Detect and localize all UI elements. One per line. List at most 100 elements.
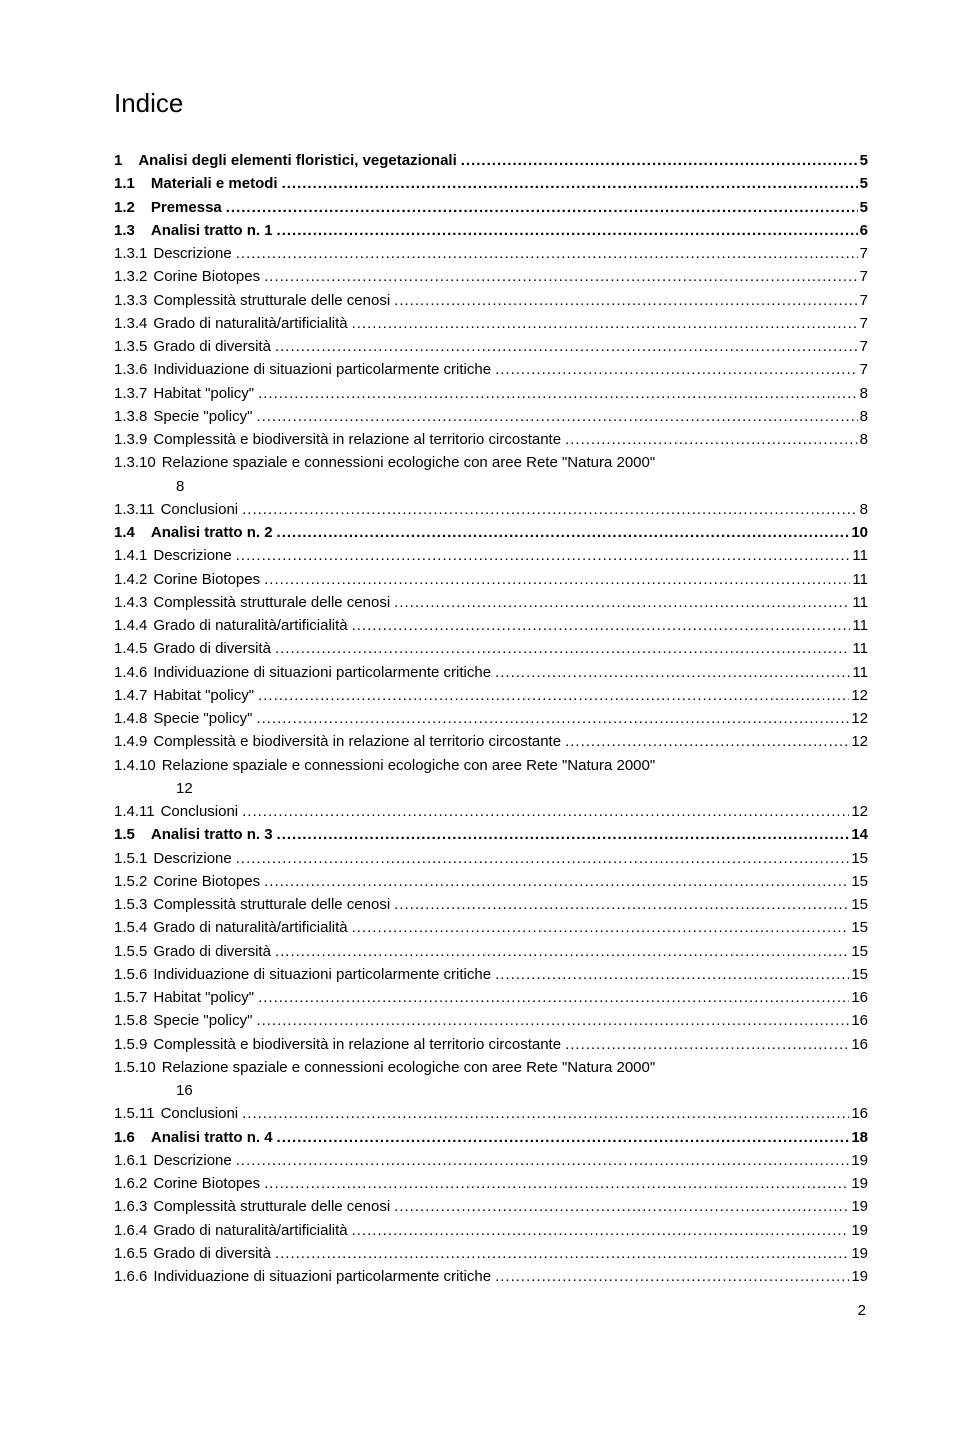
toc-entry-page: 7 (858, 335, 868, 358)
toc-entry[interactable]: 1.3.10Relazione spaziale e connessioni e… (114, 451, 868, 474)
toc-entry-label: Individuazione di situazioni particolarm… (147, 1265, 491, 1288)
toc-entry-number: 1.4.5 (114, 637, 147, 660)
toc-leader (252, 405, 857, 428)
toc-entry-number: 1.6.2 (114, 1172, 147, 1195)
toc-entry[interactable]: 1.4.7Habitat "policy"12 (114, 684, 868, 707)
toc-entry[interactable]: 1.6.5Grado di diversità19 (114, 1242, 868, 1265)
toc-entry-number: 1.3.10 (114, 451, 156, 474)
toc-entry[interactable]: 1.5.4Grado di naturalità/artificialità15 (114, 916, 868, 939)
toc-entry[interactable]: 1.4.11Conclusioni 12 (114, 800, 868, 823)
toc-entry[interactable]: 1.6Analisi tratto n. 418 (114, 1126, 868, 1149)
toc-entry[interactable]: 1.5.7Habitat "policy"16 (114, 986, 868, 1009)
toc-entry-page: 12 (849, 800, 868, 823)
toc-leader (254, 382, 858, 405)
toc-entry[interactable]: 1.3.8Specie "policy"8 (114, 405, 868, 428)
toc-entry[interactable]: 1.5.11Conclusioni16 (114, 1102, 868, 1125)
toc-entry[interactable]: 1.2Premessa5 (114, 196, 868, 219)
toc-leader (273, 219, 858, 242)
toc-entry-number: 1.3.9 (114, 428, 147, 451)
toc-entry[interactable]: 1.5.3Complessità strutturale delle cenos… (114, 893, 868, 916)
toc-entry-label: Conclusioni (155, 800, 239, 823)
toc-entry-label: Grado di diversità (147, 637, 271, 660)
toc-entry[interactable]: 1.6.6Individuazione di situazioni partic… (114, 1265, 868, 1288)
toc-entry[interactable]: 1.3.6Individuazione di situazioni partic… (114, 358, 868, 381)
toc-entry-label: Analisi tratto n. 2 (135, 521, 273, 544)
toc-entry[interactable]: 1.6.2Corine Biotopes19 (114, 1172, 868, 1195)
toc-entry[interactable]: 1.4.5Grado di diversità11 (114, 637, 868, 660)
toc-entry-number: 1.6.4 (114, 1219, 147, 1242)
toc-entry-number: 1.5.3 (114, 893, 147, 916)
toc-entry-label: Analisi tratto n. 4 (135, 1126, 273, 1149)
toc-entry[interactable]: 1.3.4Grado di naturalità/artificialità7 (114, 312, 868, 335)
toc-entry[interactable]: 1.3Analisi tratto n. 16 (114, 219, 868, 242)
toc-page: Indice 1Analisi degli elementi floristic… (0, 0, 960, 1379)
toc-entry-number: 1.4.3 (114, 591, 147, 614)
toc-entry-number: 1.3.8 (114, 405, 147, 428)
toc-entry-number: 1.6.1 (114, 1149, 147, 1172)
toc-entry-number: 1.3.5 (114, 335, 147, 358)
toc-entry-label: Specie "policy" (147, 405, 252, 428)
toc-entry[interactable]: 1.3.1Descrizione7 (114, 242, 868, 265)
toc-entry-label: Habitat "policy" (147, 986, 254, 1009)
toc-entry[interactable]: 1.5.6Individuazione di situazioni partic… (114, 963, 868, 986)
toc-entry[interactable]: 1.5.5Grado di diversità15 (114, 940, 868, 963)
toc-entry[interactable]: 1.5.1Descrizione15 (114, 847, 868, 870)
toc-entry[interactable]: 1.4.2Corine Biotopes11 (114, 568, 868, 591)
toc-entry[interactable]: 1.6.1Descrizione19 (114, 1149, 868, 1172)
toc-entry[interactable]: 1Analisi degli elementi floristici, vege… (114, 149, 868, 172)
toc-entry[interactable]: 1.4.10Relazione spaziale e connessioni e… (114, 754, 868, 777)
toc-entry-label: Relazione spaziale e connessioni ecologi… (156, 451, 655, 474)
toc-entry-label: Complessità strutturale delle cenosi (147, 289, 390, 312)
toc-entry[interactable]: 1.4.4Grado di naturalità/artificialità11 (114, 614, 868, 637)
toc-entry[interactable]: 1.5Analisi tratto n. 314 (114, 823, 868, 846)
toc-entry[interactable]: 1.4.9Complessità e biodiversità in relaz… (114, 730, 868, 753)
toc-entry[interactable]: 1.1Materiali e metodi5 (114, 172, 868, 195)
toc-entry[interactable]: 1.5.8Specie "policy"16 (114, 1009, 868, 1032)
toc-entry[interactable]: 1.5.9Complessità e biodiversità in relaz… (114, 1033, 868, 1056)
toc-leader (232, 1149, 850, 1172)
toc-entry-page: 15 (849, 916, 868, 939)
toc-entry[interactable]: 1.3.11Conclusioni8 (114, 498, 868, 521)
toc-leader (491, 963, 849, 986)
toc-entry[interactable]: 1.3.3Complessità strutturale delle cenos… (114, 289, 868, 312)
toc-entry[interactable]: 1.4.3Complessità strutturale delle cenos… (114, 591, 868, 614)
toc-entry[interactable]: 1.6.4Grado di naturalità/artificialità19 (114, 1219, 868, 1242)
toc-entry[interactable]: 1.4Analisi tratto n. 210 (114, 521, 868, 544)
toc-leader (252, 707, 849, 730)
toc-entry[interactable]: 1.5.10Relazione spaziale e connessioni e… (114, 1056, 868, 1079)
toc-leader (390, 591, 850, 614)
toc-leader (232, 847, 850, 870)
toc-entry-page: 7 (858, 289, 868, 312)
toc-entry-page: 14 (849, 823, 868, 846)
toc-entry-label: Analisi tratto n. 3 (135, 823, 273, 846)
toc-leader (561, 1033, 849, 1056)
toc-leader (561, 428, 858, 451)
toc-entry[interactable]: 1.3.7Habitat "policy"8 (114, 382, 868, 405)
toc-entry[interactable]: 1.6.3Complessità strutturale delle cenos… (114, 1195, 868, 1218)
toc-entry-number: 1.3.2 (114, 265, 147, 288)
toc-entry-page: 11 (850, 661, 868, 684)
toc-entry-page: 12 (849, 730, 868, 753)
toc-entry[interactable]: 1.4.1Descrizione11 (114, 544, 868, 567)
toc-leader (260, 568, 850, 591)
toc-entry[interactable]: 1.3.2Corine Biotopes7 (114, 265, 868, 288)
toc-entry-page: 19 (849, 1195, 868, 1218)
toc-entry[interactable]: 1.4.8Specie "policy"12 (114, 707, 868, 730)
toc-entry-label: Individuazione di situazioni particolarm… (147, 661, 491, 684)
toc-entry-number: 1.4.11 (114, 800, 155, 823)
toc-leader (260, 265, 858, 288)
toc-entry-number: 1.4.7 (114, 684, 147, 707)
toc-entry-label: Specie "policy" (147, 1009, 252, 1032)
toc-entry[interactable]: 1.5.2Corine Biotopes15 (114, 870, 868, 893)
page-number: 2 (114, 1302, 868, 1319)
toc-entry-page: 7 (858, 358, 868, 381)
toc-entry[interactable]: 1.4.6Individuazione di situazioni partic… (114, 661, 868, 684)
toc-entry[interactable]: 1.3.9Complessità e biodiversità in relaz… (114, 428, 868, 451)
toc-entry-page: 12 (849, 707, 868, 730)
toc-leader (238, 498, 858, 521)
toc-entry-number: 1.3.11 (114, 498, 155, 521)
toc-entry-number: 1.2 (114, 196, 135, 219)
toc-entry-number: 1.3.3 (114, 289, 147, 312)
toc-entry[interactable]: 1.3.5Grado di diversità7 (114, 335, 868, 358)
toc-container: 1Analisi degli elementi floristici, vege… (114, 149, 868, 1288)
